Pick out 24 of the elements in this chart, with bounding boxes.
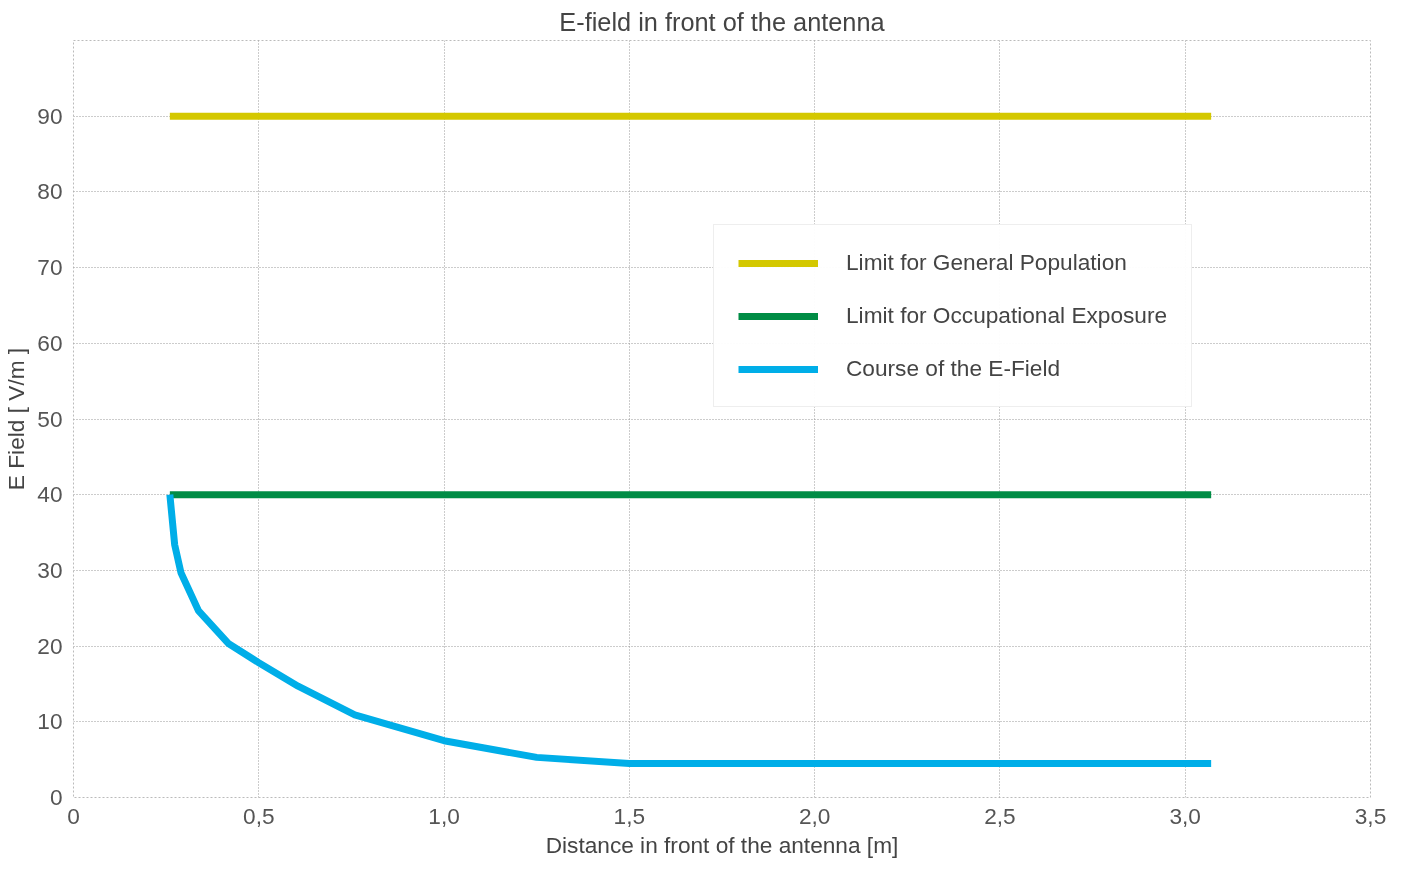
y-tick-label: 70 [37, 254, 63, 281]
chart-title: E-field in front of the antenna [559, 7, 886, 36]
x-tick-label: 3,0 [1169, 802, 1201, 829]
x-tick-label: 1,5 [613, 802, 646, 829]
x-tick-label: 1,0 [428, 802, 460, 829]
x-axis-title: Distance in front of the antenna [m] [545, 831, 899, 858]
y-axis-title: E Field [ V/m ] [3, 347, 30, 491]
y-tick-label: 40 [37, 481, 63, 508]
x-tick-label: 3,5 [1354, 802, 1387, 829]
y-tick-label: 50 [37, 405, 63, 432]
x-tick-label: 0,5 [243, 802, 275, 829]
y-tick-label: 30 [37, 556, 63, 583]
x-tick-label: 0 [67, 802, 80, 829]
y-tick-label: 80 [37, 178, 63, 205]
y-tick-label: 10 [37, 708, 63, 735]
legend-label: Limit for Occupational Exposure [846, 302, 1168, 329]
y-tick-label: 0 [49, 784, 63, 810]
y-tick-label: 20 [37, 632, 63, 659]
x-tick-label: 2,5 [984, 802, 1016, 829]
legend-label: Limit for General Population [846, 249, 1127, 276]
y-tick-label: 90 [37, 102, 63, 129]
legend-label: Course of the E-Field [846, 355, 1061, 382]
x-tick-label: 2,0 [798, 802, 831, 829]
y-tick-label: 60 [37, 329, 63, 356]
